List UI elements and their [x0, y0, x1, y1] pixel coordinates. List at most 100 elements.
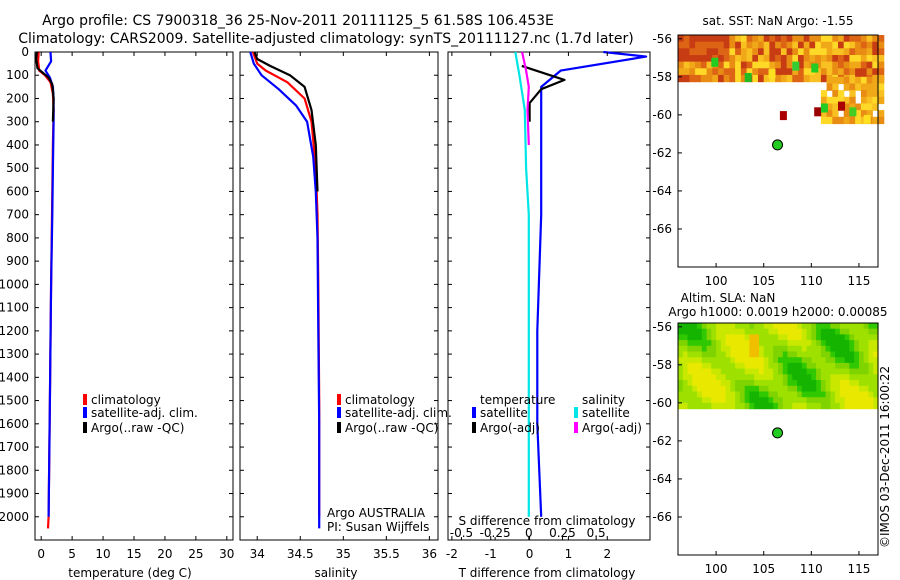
- sla-cell: [768, 385, 774, 393]
- sla-cell: [735, 380, 741, 387]
- sla-cell: [868, 345, 874, 353]
- sst-cell: [843, 41, 850, 49]
- legend-satellite-label: satellite-adj. clim.: [91, 406, 198, 420]
- sla-cell: [744, 362, 751, 370]
- sla-cell: [816, 328, 822, 335]
- sla-map-cells: [678, 323, 879, 410]
- sla-cell: [711, 351, 717, 358]
- sla-cell: [816, 362, 822, 370]
- sla-cell: [835, 374, 841, 381]
- sla-cell: [706, 334, 712, 341]
- sla-cell: [735, 402, 741, 410]
- sla-cell: [768, 402, 774, 410]
- sst-cell: [695, 55, 702, 63]
- salinity-lines: [249, 51, 321, 529]
- sst-cell: [860, 61, 868, 69]
- sst-cell: [838, 48, 845, 56]
- sst-map-axes: 100 105 110 115 -56 -58 -60 -62 -64 -66: [652, 32, 870, 288]
- sla-cell: [730, 397, 736, 404]
- sla-cell: [811, 328, 817, 335]
- sla-cell: [820, 340, 827, 347]
- sla-cell: [816, 374, 822, 381]
- sst-cell: [718, 68, 725, 76]
- sst-cell: [832, 116, 839, 125]
- sla-cell: [811, 380, 817, 387]
- sst-cell: [820, 116, 828, 125]
- sst-cell: [866, 110, 873, 118]
- sst-cell: [849, 76, 856, 85]
- sla-cell: [792, 340, 798, 347]
- map-x-tick-label: 115: [847, 274, 870, 288]
- sst-cell: [872, 96, 879, 105]
- sst-cell: [729, 41, 736, 49]
- sst-cell: [683, 48, 690, 56]
- sst-cell: [695, 41, 702, 49]
- sla-cell: [725, 402, 731, 410]
- y-tick-label: 1500: [0, 394, 29, 408]
- sla-cell: [868, 397, 874, 404]
- sst-cell: [832, 96, 839, 105]
- sla-cell: [739, 362, 746, 370]
- sla-cell: [749, 340, 755, 347]
- sst-cell: [712, 41, 719, 49]
- sla-cell: [839, 340, 846, 347]
- sla-cell: [759, 391, 765, 398]
- sla-cell: [844, 357, 851, 364]
- sla-cell: [859, 402, 865, 410]
- sla-cell: [873, 402, 879, 410]
- sla-cell: [820, 357, 827, 364]
- sla-cell: [682, 391, 689, 398]
- sla-cell: [873, 351, 879, 358]
- y-tick-label: 1900: [0, 487, 29, 501]
- sla-cell: [763, 328, 770, 335]
- x2-tick-label: 0: [525, 526, 533, 540]
- sla-cell: [839, 362, 846, 370]
- sst-cell: [678, 55, 685, 63]
- sla-cell: [839, 380, 846, 387]
- sla-cell: [811, 323, 817, 330]
- sla-cell: [849, 374, 855, 381]
- x-tick-label: 35: [336, 547, 351, 561]
- argo-program-label: Argo AUSTRALIA: [327, 506, 426, 520]
- sla-cell: [859, 391, 865, 398]
- sla-cell: [873, 397, 879, 404]
- sla-cell: [759, 351, 765, 358]
- sst-cell: [826, 110, 833, 118]
- sst-cell: [798, 61, 805, 69]
- sla-cell: [778, 340, 784, 347]
- sla-cell: [839, 345, 846, 353]
- sla-cell: [739, 402, 746, 410]
- sla-cell: [692, 362, 698, 370]
- sla-cell: [859, 385, 865, 393]
- sla-cell: [706, 357, 712, 364]
- sst-cell: [820, 90, 828, 98]
- sla-cell: [825, 345, 831, 353]
- x2-tick-label: -0.5: [450, 526, 473, 540]
- sla-cell: [792, 351, 798, 358]
- sst-cell: [838, 35, 845, 43]
- sla-cell: [730, 340, 736, 347]
- sla-cell: [839, 323, 846, 330]
- sst-cell: [678, 61, 685, 69]
- sst-cell: [768, 69, 776, 79]
- sla-cell: [868, 391, 874, 398]
- difference-lines: [514, 50, 648, 517]
- sst-cell: [758, 74, 765, 83]
- sst-cell: [780, 35, 788, 43]
- sla-cell: [701, 351, 708, 358]
- sla-cell: [797, 340, 803, 347]
- sla-cell: [768, 380, 774, 387]
- sla-map-title: Altim. SLA: NaN: [681, 291, 776, 305]
- sla-cell: [754, 323, 760, 330]
- sla-cell: [730, 380, 736, 387]
- sla-cell: [787, 397, 793, 404]
- sla-cell: [797, 368, 803, 375]
- legend-salinity-title: salinity: [582, 393, 625, 407]
- sst-cell: [792, 61, 800, 71]
- sst-cell: [683, 68, 690, 76]
- sla-cell: [820, 397, 827, 404]
- sla-cell: [792, 345, 798, 353]
- sst-cell: [832, 110, 839, 118]
- sla-cell: [682, 380, 689, 387]
- sst-cell: [678, 41, 685, 49]
